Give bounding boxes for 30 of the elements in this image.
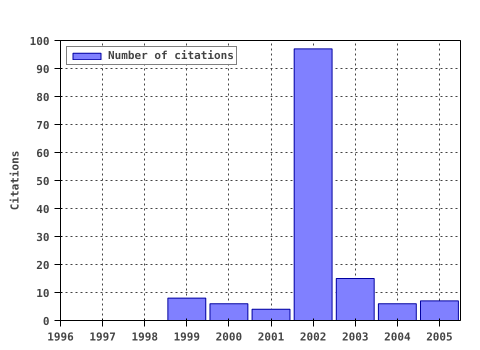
- bar: [252, 308, 290, 320]
- bar: [209, 303, 248, 320]
- x-tick-label: 1997: [89, 330, 116, 344]
- y-tick-label: 10: [36, 287, 50, 300]
- x-tick-label: 1996: [47, 330, 74, 344]
- y-tick-label: 70: [36, 119, 50, 132]
- bar: [336, 278, 375, 320]
- x-tick-label: 2001: [258, 330, 285, 344]
- y-tick-label: 40: [36, 203, 50, 216]
- bar: [294, 48, 333, 320]
- bar: [378, 303, 417, 320]
- x-tick-label: 2005: [426, 330, 453, 344]
- y-axis-title: Citations: [8, 150, 22, 210]
- x-tick-label: 2003: [342, 330, 368, 344]
- y-tick-label: 0: [42, 315, 50, 328]
- x-tick-label: 2000: [216, 330, 242, 344]
- x-tick-label: 2002: [300, 330, 326, 344]
- bar: [167, 298, 206, 320]
- x-tick-label: 2004: [384, 330, 411, 344]
- y-tick-label: 50: [36, 175, 50, 188]
- bar: [420, 300, 459, 320]
- y-tick-label: 60: [36, 147, 50, 160]
- y-tick-label: 100: [30, 35, 50, 48]
- x-tick-label: 1998: [131, 330, 158, 344]
- y-tick-label: 80: [36, 91, 50, 104]
- y-tick-label: 90: [36, 63, 50, 76]
- y-tick-label: 20: [36, 259, 50, 272]
- y-tick-label: 30: [36, 231, 50, 244]
- legend-label: Number of citations: [108, 49, 234, 62]
- x-tick-label: 1999: [174, 330, 200, 344]
